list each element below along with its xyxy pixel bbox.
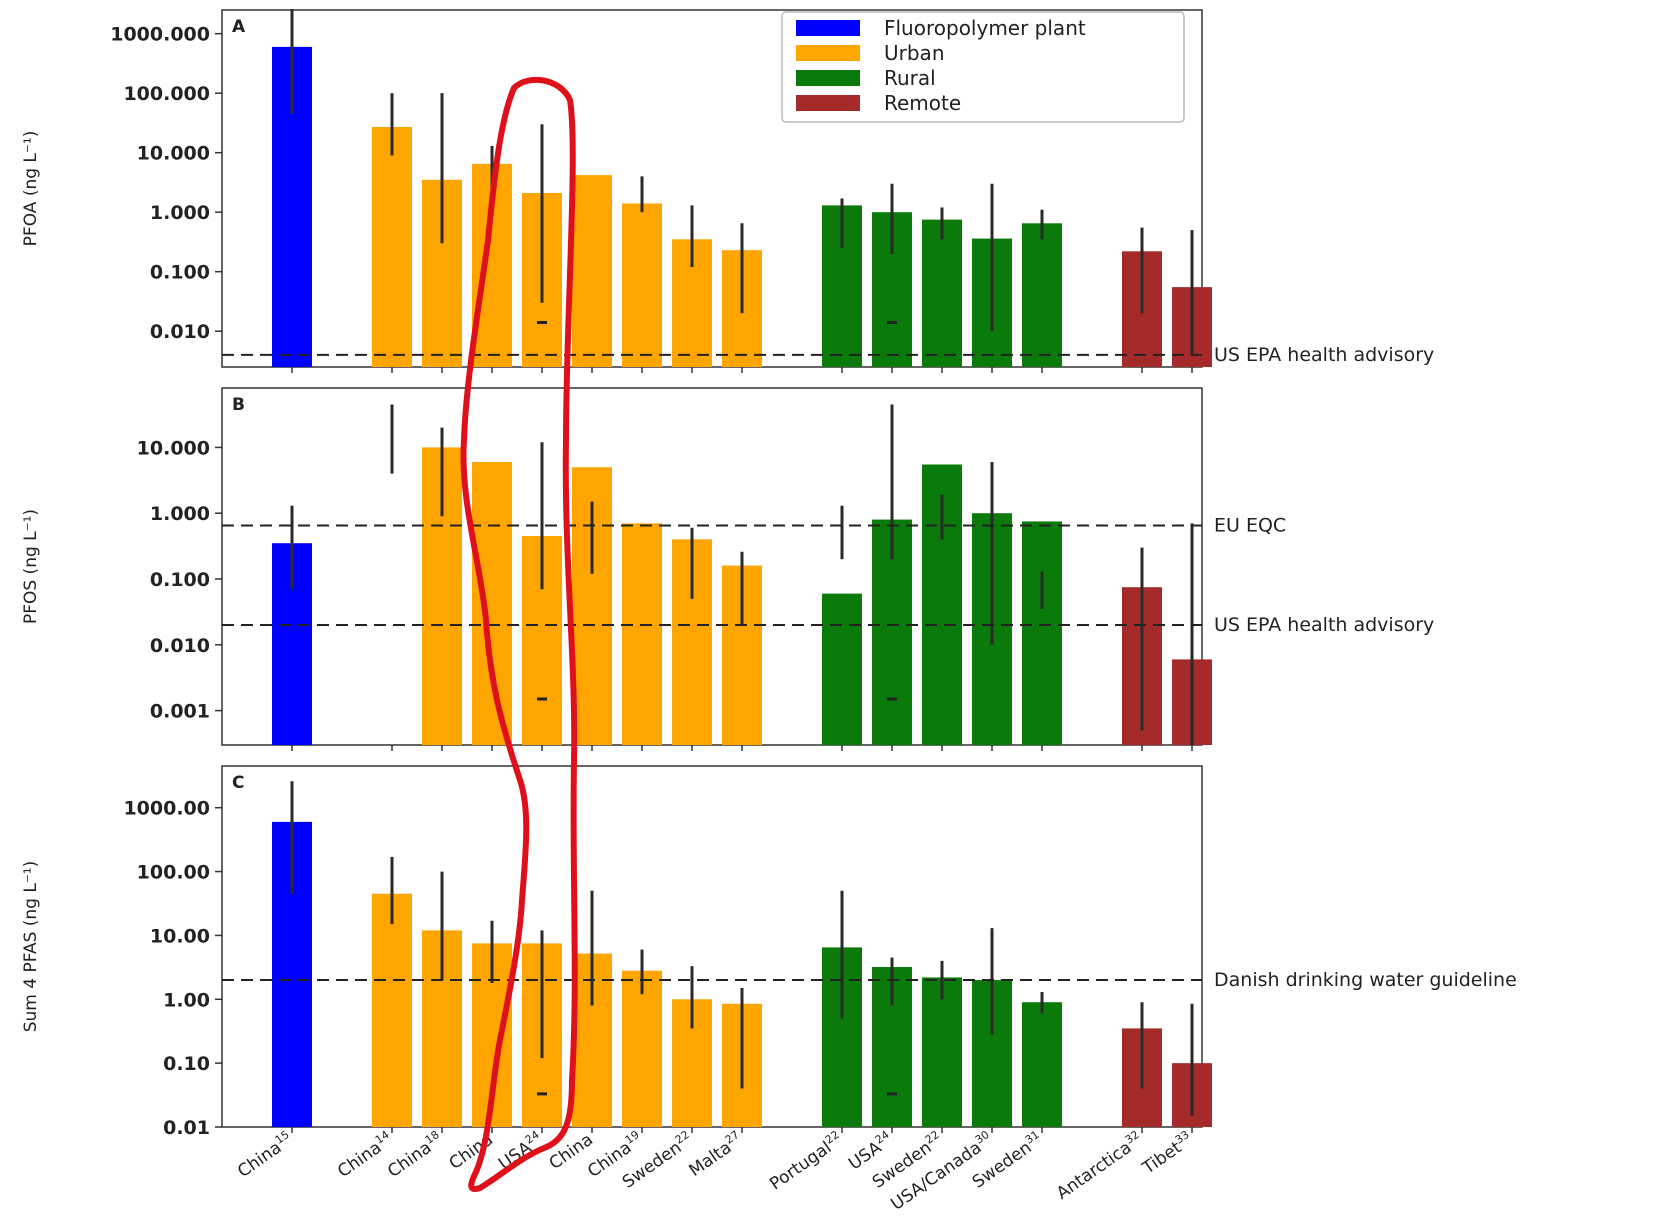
x-category-label: China18 — [383, 1128, 447, 1182]
y-tick-label: 1.000 — [150, 503, 210, 525]
x-category-name: Antarctica — [1053, 1138, 1135, 1204]
reference-line-label: US EPA health advisory — [1214, 614, 1434, 636]
reference-line-label: US EPA health advisory — [1214, 344, 1434, 366]
y-axis-label: PFOS (ng L⁻¹) — [21, 509, 41, 624]
reference-line-label: EU EQC — [1214, 515, 1286, 537]
x-category-label: China15 — [233, 1128, 297, 1182]
y-tick-label: 1000.00 — [123, 798, 210, 820]
x-category-label: Antarctica32 — [1052, 1128, 1147, 1204]
y-tick-label: 0.010 — [150, 635, 210, 657]
bar — [622, 970, 662, 1127]
x-category-label: Tibet33 — [1137, 1128, 1197, 1179]
y-tick-label: 10.000 — [137, 437, 210, 459]
panel-a: US EPA health advisory 0.010 0.100 1.000 10.… — [21, 8, 1434, 373]
highlight-outline — [460, 77, 578, 1192]
x-category-label: Malta27 — [684, 1128, 747, 1181]
bar — [372, 893, 412, 1127]
y-tick-label: 1000.000 — [110, 24, 210, 46]
bar — [922, 977, 962, 1127]
y-tick-label: 0.001 — [150, 701, 210, 723]
x-category-label: China — [446, 1130, 497, 1174]
y-tick-label: 0.010 — [150, 321, 210, 343]
legend-swatch — [796, 45, 860, 61]
panel-letter: C — [232, 773, 244, 793]
y-tick-label: 10.000 — [137, 143, 210, 165]
x-category-name: China — [446, 1130, 497, 1174]
y-tick-label: 0.100 — [150, 569, 210, 591]
bar — [922, 219, 962, 367]
x-category-label: China14 — [333, 1128, 397, 1182]
y-axis-label: Sum 4 PFAS (ng L⁻¹) — [21, 861, 41, 1033]
bar — [622, 523, 662, 745]
legend-label: Urban — [884, 41, 945, 65]
y-tick-label: 100.00 — [137, 862, 210, 884]
legend-label: Remote — [884, 91, 961, 115]
y-tick-label: 100.000 — [123, 83, 210, 105]
reference-line-label: Danish drinking water guideline — [1214, 969, 1517, 991]
legend-label: Fluoropolymer plant — [884, 16, 1086, 40]
legend-box — [781, 11, 1185, 123]
legend-label: Rural — [884, 66, 936, 90]
y-tick-label: 0.100 — [150, 262, 210, 284]
legend-swatch — [796, 70, 860, 86]
x-category-label: Portugal22 — [765, 1128, 847, 1194]
legend-swatch — [796, 20, 860, 36]
panel-c: Danish drinking water guideline 0.01 0.10 1… — [21, 765, 1517, 1139]
panel-letter: B — [232, 395, 245, 415]
bar — [822, 593, 862, 745]
y-tick-label: 1.00 — [163, 989, 210, 1011]
bar — [1022, 521, 1062, 745]
bar — [472, 462, 512, 745]
bar — [372, 127, 412, 367]
y-tick-label: 1.000 — [150, 202, 210, 224]
y-tick-label: 0.01 — [163, 1117, 210, 1139]
bar — [572, 175, 612, 367]
y-tick-label: 10.00 — [150, 925, 210, 947]
panel-b: EU EQC US EPA health advisory 0.001 0.010 0.… — [21, 387, 1434, 751]
legend-swatch — [796, 95, 860, 111]
x-category-name: Portugal — [766, 1138, 835, 1195]
y-axis-label: PFOA (ng L⁻¹) — [21, 131, 41, 247]
panel-letter: A — [232, 17, 246, 37]
bar — [1022, 1002, 1062, 1127]
bar — [1022, 223, 1062, 367]
y-tick-label: 0.10 — [163, 1053, 210, 1075]
bar — [622, 203, 662, 367]
